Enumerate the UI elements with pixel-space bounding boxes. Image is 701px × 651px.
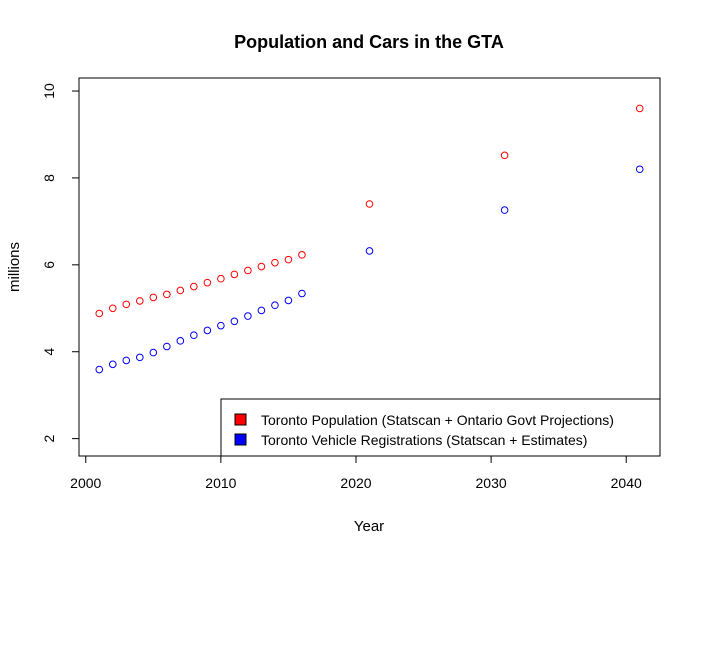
- data-point: [217, 321, 225, 330]
- data-point: [244, 266, 252, 275]
- x-tick-label: 2000: [70, 475, 101, 491]
- data-point: [203, 278, 212, 287]
- y-tick-label: 4: [41, 348, 57, 356]
- legend-swatch: [234, 413, 247, 426]
- y-tick-label: 2: [41, 435, 57, 443]
- x-tick-label: 2010: [205, 475, 236, 491]
- data-point: [108, 304, 117, 313]
- legend-label: Toronto Vehicle Registrations (Statscan …: [261, 432, 587, 448]
- data-point: [163, 342, 171, 351]
- data-point: [365, 200, 374, 208]
- data-point: [635, 104, 644, 113]
- y-tick-label: 6: [41, 261, 57, 269]
- x-tick-label: 2020: [340, 475, 371, 491]
- data-point: [176, 337, 185, 345]
- data-point: [176, 286, 185, 295]
- data-point: [298, 251, 306, 259]
- data-point: [136, 353, 144, 362]
- x-axis-title: Year: [354, 518, 384, 535]
- legend-swatch: [234, 433, 247, 446]
- data-point: [271, 301, 279, 310]
- data-point: [136, 297, 144, 305]
- data-points: [95, 104, 644, 374]
- data-point: [95, 365, 104, 374]
- data-point: [257, 262, 266, 271]
- data-point: [122, 300, 131, 309]
- data-point: [163, 290, 171, 299]
- data-point: [500, 206, 509, 214]
- data-point: [217, 274, 225, 283]
- data-point: [271, 258, 279, 267]
- data-point: [95, 309, 104, 318]
- data-point: [257, 306, 266, 315]
- y-tick-label: 10: [41, 83, 57, 99]
- chart-title: Population and Cars in the GTA: [234, 32, 504, 52]
- data-point: [284, 255, 293, 264]
- legend-box: [220, 398, 661, 457]
- data-point: [149, 293, 158, 302]
- data-point: [244, 312, 252, 320]
- data-point: [190, 331, 198, 340]
- x-tick-label: 2040: [611, 475, 642, 491]
- legend-label: Toronto Population (Statscan + Ontario G…: [261, 412, 614, 428]
- data-point: [122, 356, 131, 365]
- y-axis-title: millions: [6, 242, 23, 292]
- data-point: [365, 247, 374, 255]
- data-point: [203, 326, 212, 335]
- y-tick-label: 8: [41, 174, 57, 182]
- legend: Toronto Population (Statscan + Ontario G…: [220, 398, 661, 457]
- data-point: [635, 165, 644, 174]
- data-point: [230, 317, 239, 326]
- y-axis: 2 4 6 8 10: [41, 83, 80, 443]
- data-point: [108, 360, 117, 369]
- data-point: [500, 151, 509, 160]
- data-point: [190, 282, 198, 291]
- data-point: [230, 270, 239, 279]
- data-point: [149, 348, 158, 357]
- data-point: [284, 296, 293, 305]
- x-tick-label: 2030: [476, 475, 507, 491]
- data-point: [298, 289, 306, 298]
